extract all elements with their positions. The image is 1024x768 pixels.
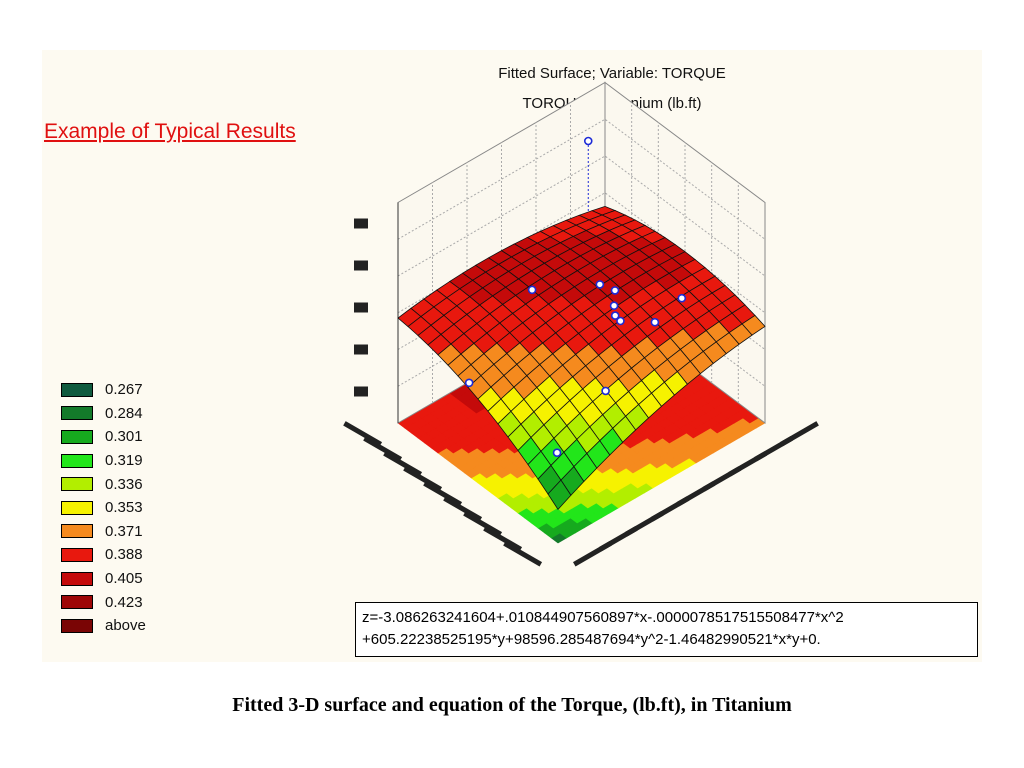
legend-item: 0.353: [61, 496, 146, 520]
legend-item: 0.319: [61, 449, 146, 473]
data-point: [609, 301, 619, 311]
legend-item: 0.336: [61, 472, 146, 496]
wall-gridline: [397, 155, 766, 277]
observed-points: [464, 136, 687, 458]
legend-swatch: [61, 453, 93, 468]
legend-label: 0.267: [105, 381, 143, 399]
wall-gridline: [397, 192, 766, 314]
data-point: [650, 317, 660, 327]
legend-item: 0.267: [61, 378, 146, 402]
legend-swatch: [61, 382, 93, 397]
legend-swatch: [61, 500, 93, 515]
legend-label: 0.371: [105, 522, 143, 540]
legend-swatch: [61, 406, 93, 421]
legend-label: 0.405: [105, 570, 143, 588]
legend-item: 0.388: [61, 543, 146, 567]
surface-cell: [547, 479, 572, 511]
legend-label: above: [105, 617, 146, 635]
x-tick-mark: [343, 421, 383, 447]
data-point: [595, 280, 605, 289]
legend-swatch: [61, 524, 93, 539]
data-point: [527, 285, 537, 295]
equation-line: +605.22238525195*y+98596.285487694*y^2-1…: [362, 631, 821, 648]
data-point: [610, 311, 620, 320]
data-point: [583, 136, 593, 146]
z-tick-mark: [354, 260, 368, 271]
legend-swatch: [61, 571, 93, 586]
legend-label: 0.388: [105, 546, 143, 564]
wall-gridline: [397, 118, 766, 240]
legend-swatch: [61, 618, 93, 633]
z-tick-mark: [354, 218, 368, 229]
legend-label: 0.423: [105, 593, 143, 611]
legend-label: 0.353: [105, 499, 143, 517]
legend-swatch: [61, 547, 93, 562]
legend-item: above: [61, 614, 146, 638]
y-tick-mark: [780, 421, 819, 447]
legend-swatch: [61, 595, 93, 610]
data-point: [464, 378, 474, 388]
data-point: [677, 293, 687, 303]
equation-box: z=-3.086263241604+.010844907560897*x-.00…: [355, 602, 978, 657]
legend-item: 0.284: [61, 402, 146, 426]
figure-caption: Fitted 3-D surface and equation of the T…: [232, 694, 792, 716]
data-point: [616, 316, 625, 326]
legend-label: 0.301: [105, 428, 143, 446]
legend-swatch: [61, 429, 93, 444]
z-tick-mark: [354, 386, 368, 397]
legend-label: 0.336: [105, 475, 143, 493]
legend-item: 0.423: [61, 590, 146, 614]
example-heading: Example of Typical Results: [44, 120, 296, 143]
data-point: [552, 448, 562, 458]
fitted-surface: [397, 205, 766, 511]
data-point: [601, 386, 610, 396]
legend: 0.267 0.284 0.301 0.319 0.336 0.353 0.37…: [61, 378, 146, 638]
legend-swatch: [61, 477, 93, 492]
chart-title: Fitted Surface; Variable: TORQUE: [498, 65, 726, 82]
data-point: [610, 286, 620, 295]
legend-item: 0.301: [61, 425, 146, 449]
legend-label: 0.284: [105, 404, 143, 422]
z-tick-mark: [354, 344, 368, 355]
legend-item: 0.405: [61, 567, 146, 591]
legend-label: 0.319: [105, 452, 143, 470]
z-tick-mark: [354, 302, 368, 313]
axis-ticks: [343, 218, 819, 567]
legend-item: 0.371: [61, 520, 146, 544]
equation-line: z=-3.086263241604+.010844907560897*x-.00…: [362, 609, 844, 626]
